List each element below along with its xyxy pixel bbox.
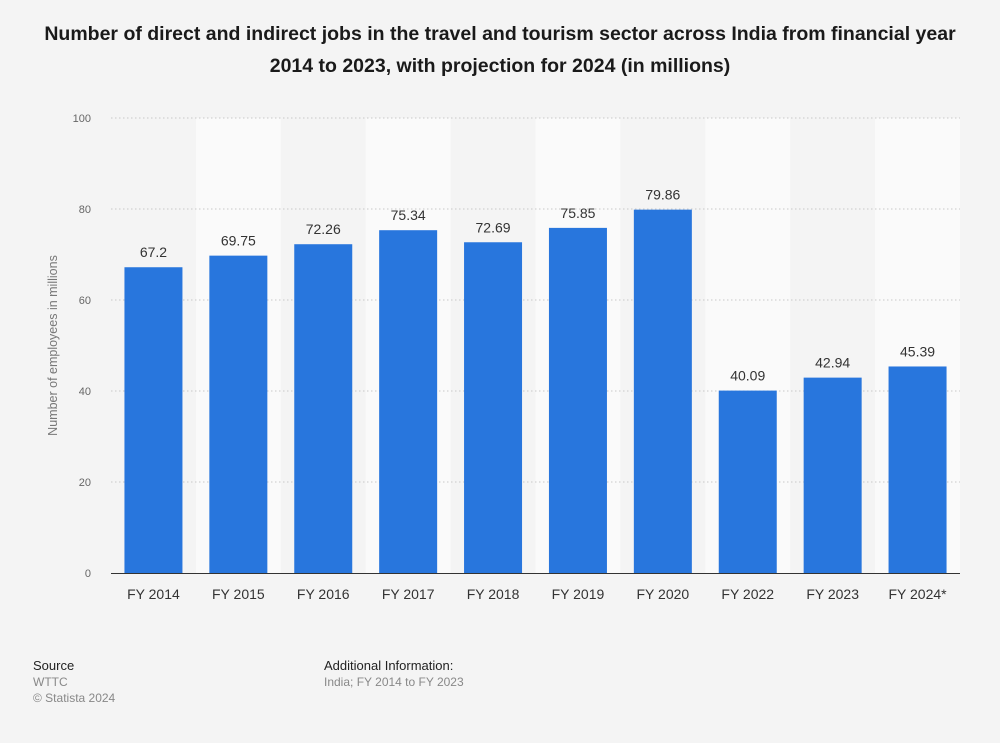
bar — [548, 227, 607, 573]
y-tick-label: 20 — [79, 477, 91, 489]
x-tick-label: FY 2024* — [888, 586, 947, 602]
bar — [464, 242, 523, 573]
x-tick-label: FY 2018 — [467, 586, 520, 602]
info-text: India; FY 2014 to FY 2023 — [324, 675, 464, 689]
bar — [633, 209, 692, 573]
data-label: 67.2 — [140, 244, 167, 260]
x-tick-label: FY 2016 — [297, 586, 350, 602]
copyright: © Statista 2024 — [33, 691, 116, 705]
x-tick-label: FY 2023 — [806, 586, 859, 602]
data-label: 75.34 — [391, 207, 426, 223]
y-tick-label: 80 — [79, 204, 91, 216]
bar — [888, 366, 947, 573]
x-tick-label: FY 2020 — [637, 586, 690, 602]
bar — [124, 267, 183, 573]
source-heading: Source — [33, 658, 75, 673]
data-label: 40.09 — [730, 368, 765, 384]
data-label: 75.85 — [560, 205, 595, 221]
bar — [803, 377, 862, 573]
data-label: 45.39 — [900, 343, 935, 359]
x-tick-label: FY 2019 — [552, 586, 605, 602]
x-tick-label: FY 2017 — [382, 586, 435, 602]
data-label: 72.69 — [476, 219, 511, 235]
data-label: 72.26 — [306, 221, 341, 237]
data-label: 79.86 — [645, 187, 680, 203]
y-tick-label: 40 — [79, 386, 91, 398]
data-label: 42.94 — [815, 355, 850, 371]
y-tick-label: 100 — [73, 113, 91, 125]
info-block: Additional Information: India; FY 2014 t… — [324, 658, 464, 690]
bar — [718, 390, 777, 573]
bar — [294, 244, 353, 574]
y-axis-title: Number of employees in millions — [46, 255, 60, 436]
chart-title: Number of direct and indirect jobs in th… — [44, 23, 956, 77]
bar — [209, 255, 268, 573]
y-tick-label: 60 — [79, 295, 91, 307]
source-name: WTTC — [33, 675, 68, 689]
x-tick-label: FY 2015 — [212, 586, 265, 602]
data-label: 69.75 — [221, 233, 256, 249]
y-tick-label: 0 — [85, 568, 91, 580]
info-heading: Additional Information: — [324, 658, 454, 673]
x-tick-label: FY 2022 — [721, 586, 774, 602]
source-block: Source WTTC © Statista 2024 — [33, 658, 115, 706]
x-tick-label: FY 2014 — [127, 586, 180, 602]
bar — [379, 230, 438, 573]
